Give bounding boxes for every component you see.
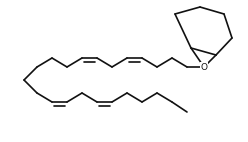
Text: O: O [200, 62, 208, 72]
